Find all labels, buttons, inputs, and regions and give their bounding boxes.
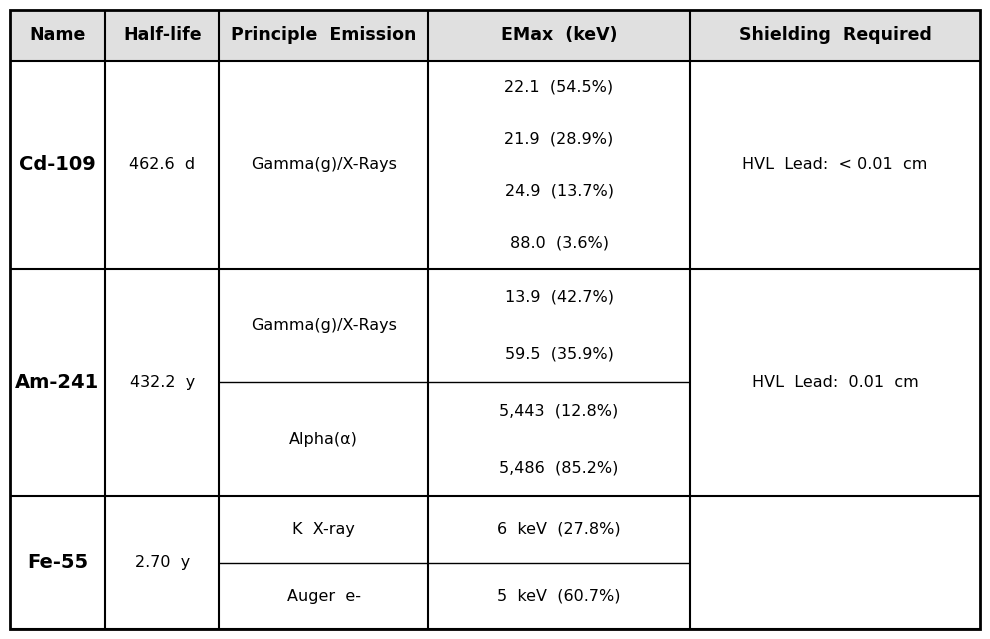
Text: HVL  Lead:  < 0.01  cm: HVL Lead: < 0.01 cm xyxy=(742,157,928,173)
Text: 22.1  (54.5%): 22.1 (54.5%) xyxy=(505,79,614,95)
Text: 5,486  (85.2%): 5,486 (85.2%) xyxy=(499,460,619,475)
Text: 5,443  (12.8%): 5,443 (12.8%) xyxy=(499,403,619,419)
Text: 88.0  (3.6%): 88.0 (3.6%) xyxy=(510,235,609,250)
Text: 24.9  (13.7%): 24.9 (13.7%) xyxy=(505,183,614,198)
Text: Half-life: Half-life xyxy=(123,26,202,44)
Text: 432.2  y: 432.2 y xyxy=(130,375,195,390)
Text: Principle  Emission: Principle Emission xyxy=(231,26,417,44)
Text: Alpha(α): Alpha(α) xyxy=(289,432,358,447)
Text: HVL  Lead:  0.01  cm: HVL Lead: 0.01 cm xyxy=(751,375,919,390)
Text: K  X-ray: K X-ray xyxy=(292,522,355,537)
Text: 13.9  (42.7%): 13.9 (42.7%) xyxy=(505,289,614,305)
Text: Cd-109: Cd-109 xyxy=(19,155,96,174)
Text: 59.5  (35.9%): 59.5 (35.9%) xyxy=(505,346,614,362)
Text: Name: Name xyxy=(30,26,85,44)
Text: Fe-55: Fe-55 xyxy=(27,553,88,573)
Text: Auger  e-: Auger e- xyxy=(287,589,360,604)
Text: 462.6  d: 462.6 d xyxy=(129,157,195,173)
Text: 5  keV  (60.7%): 5 keV (60.7%) xyxy=(497,589,621,604)
Text: Shielding  Required: Shielding Required xyxy=(739,26,932,44)
Text: 2.70  y: 2.70 y xyxy=(135,555,190,570)
Bar xyxy=(10,10,980,61)
Text: Am-241: Am-241 xyxy=(15,373,100,392)
Text: 21.9  (28.9%): 21.9 (28.9%) xyxy=(505,132,614,146)
Text: EMax  (keV): EMax (keV) xyxy=(501,26,618,44)
Text: 6  keV  (27.8%): 6 keV (27.8%) xyxy=(497,522,621,537)
Text: Gamma(g)/X-Rays: Gamma(g)/X-Rays xyxy=(250,318,397,333)
Text: Gamma(g)/X-Rays: Gamma(g)/X-Rays xyxy=(250,157,397,173)
